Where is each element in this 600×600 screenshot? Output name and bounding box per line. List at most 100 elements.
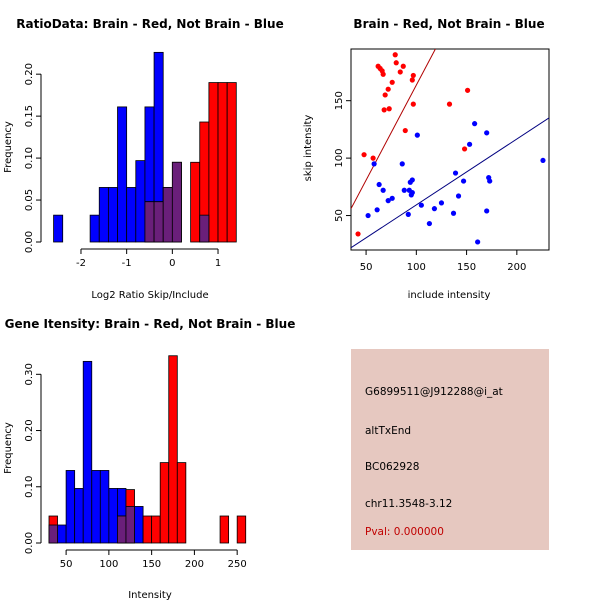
location-text: chr11.3548-3.12 [365, 498, 453, 510]
intensity-histogram-bar-not-brain [65, 470, 76, 544]
ratio-histogram-bar-overlap [171, 161, 182, 243]
scatter-point-brain [385, 86, 391, 92]
scatter-point-not-brain [405, 211, 411, 217]
ratio-histogram-bar-not-brain [107, 187, 118, 243]
intensity-histogram-x-tick-label: 150 [142, 559, 161, 570]
scatter-point-not-brain [466, 141, 473, 147]
scatter-point-brain [410, 101, 416, 107]
scatter-y-tick-label: 50 [334, 209, 345, 222]
scatter-point-not-brain [540, 157, 546, 164]
scatter-point-not-brain [472, 121, 478, 127]
intensity-histogram-title: Gene Itensity: Brain - Red, Not Brain - … [5, 317, 296, 331]
ratio-histogram-panel: RatioData: Brain - Red, Not Brain - Blue… [3, 17, 284, 301]
intensity-histogram-bar-brain [219, 515, 230, 544]
scatter-ylabel: skip intensity [303, 115, 314, 182]
scatter-point-not-brain [385, 198, 391, 204]
scatter-plot-frame [350, 48, 550, 251]
ratio-histogram-bar-overlap [162, 187, 173, 243]
intensity-histogram-y-tick-label: 0.20 [24, 419, 35, 441]
scatter-point-not-brain [487, 178, 493, 184]
scatter-title: Brain - Red, Not Brain - Blue [353, 17, 544, 31]
scatter-point-brain [393, 60, 399, 66]
intensity-histogram-bar-not-brain [134, 506, 144, 544]
intensity-histogram-bar-brain [236, 515, 247, 544]
scatter-point-not-brain [426, 220, 432, 227]
ratio-histogram-bar-not-brain [53, 214, 64, 243]
intensity-histogram-bar-not-brain [108, 488, 118, 544]
scatter-point-not-brain [431, 206, 438, 212]
intensity-histogram-panel: Gene Itensity: Brain - Red, Not Brain - … [3, 317, 295, 600]
ratio-histogram-bar-not-brain [135, 160, 146, 243]
ratio-histogram-bar-brain [226, 82, 237, 243]
scatter-point-not-brain [401, 187, 407, 193]
scatter-point-not-brain [460, 178, 467, 184]
pval-text: Pval: 0.000000 [365, 526, 444, 538]
scatter-point-not-brain [438, 200, 445, 206]
scatter-point-not-brain [450, 210, 457, 216]
scatter-point-not-brain [376, 181, 382, 188]
scatter-point-not-brain [399, 161, 405, 167]
ratio-histogram-y-tick-label: 0.00 [24, 231, 35, 253]
intensity-histogram-bar-brain [168, 355, 178, 544]
scatter-point-brain [397, 69, 403, 75]
intensity-histogram-x-tick-label: 100 [99, 559, 118, 570]
scatter-point-not-brain [455, 193, 462, 199]
ratio-histogram-x-tick-label: 1 [215, 258, 221, 269]
ratio-histogram-x-tick-label: -2 [76, 258, 86, 269]
scatter-point-brain [381, 107, 387, 113]
intensity-histogram-bar-brain [142, 515, 153, 544]
ratio-histogram-y-tick-label: 0.15 [24, 105, 35, 127]
intensity-histogram-bar-not-brain [91, 470, 101, 544]
ratio-histogram-bar-brain [208, 82, 219, 243]
ratio-histogram-x-tick-label: -1 [122, 258, 132, 269]
intensity-histogram-bar-overlap [48, 524, 58, 544]
scatter-x-tick-label: 200 [507, 262, 526, 273]
scatter-point-brain [355, 231, 361, 237]
accession-text: BC062928 [365, 461, 420, 473]
scatter-point-brain [370, 155, 376, 161]
intensity-histogram-bar-not-brain [74, 488, 84, 544]
ratio-histogram-bar-not-brain [126, 187, 137, 243]
probe-id-text: G6899511@J912288@i_at [365, 386, 503, 398]
intensity-histogram-x-tick-label: 250 [228, 559, 247, 570]
scatter-point-not-brain [409, 177, 415, 183]
intensity-histogram-bar-not-brain [99, 470, 110, 544]
intensity-histogram-y-tick-label: 0.30 [24, 363, 35, 385]
intensity-histogram-bar-not-brain [57, 524, 67, 544]
scatter-point-not-brain [380, 187, 386, 193]
ratio-histogram-xlabel: Log2 Ratio Skip/Include [91, 290, 208, 301]
scatter-point-brain [446, 101, 453, 107]
scatter-x-tick-label: 150 [457, 262, 476, 273]
intensity-histogram-y-tick-label: 0.10 [24, 476, 35, 498]
ratio-histogram-title: RatioData: Brain - Red, Not Brain - Blue [16, 17, 283, 31]
scatter-x-tick-label: 100 [407, 262, 426, 273]
ratio-histogram-bar-not-brain [89, 214, 100, 243]
ratio-histogram-y-tick-label: 0.20 [24, 63, 35, 85]
probe-info-box: G6899511@J912288@i_at altTxEnd BC062928 … [351, 349, 549, 550]
scatter-point-not-brain [475, 239, 481, 245]
ratio-histogram-y-tick-label: 0.10 [24, 147, 35, 169]
scatter-point-not-brain [365, 212, 371, 219]
ratio-histogram-bar-overlap [199, 214, 210, 243]
scatter-point-not-brain [418, 202, 424, 208]
scatter-point-not-brain [409, 189, 415, 196]
scatter-point-brain [361, 152, 367, 158]
intensity-histogram-bar-overlap [125, 506, 135, 544]
scatter-point-not-brain [389, 195, 395, 201]
intensity-histogram-ylabel: Frequency [3, 422, 14, 474]
scatter-panel: Brain - Red, Not Brain - Blue include in… [303, 17, 550, 301]
ratio-histogram-x-tick-label: 0 [169, 258, 175, 269]
scatter-point-brain [410, 72, 416, 79]
scatter-xlabel: include intensity [408, 290, 491, 301]
scatter-point-not-brain [484, 208, 490, 214]
scatter-x-tick-label: 50 [360, 262, 373, 273]
scatter-point-brain [382, 92, 388, 98]
intensity-histogram-x-tick-label: 200 [185, 559, 204, 570]
ratio-histogram-bar-overlap [144, 201, 155, 243]
scatter-point-brain [400, 63, 406, 69]
ratio-histogram-y-tick-label: 0.05 [24, 189, 35, 211]
intensity-histogram-bar-not-brain [82, 360, 93, 544]
intensity-histogram-bar-brain [151, 515, 161, 544]
intensity-histogram-y-tick-label: 0.00 [24, 532, 35, 554]
intensity-histogram-xlabel: Intensity [128, 590, 172, 600]
